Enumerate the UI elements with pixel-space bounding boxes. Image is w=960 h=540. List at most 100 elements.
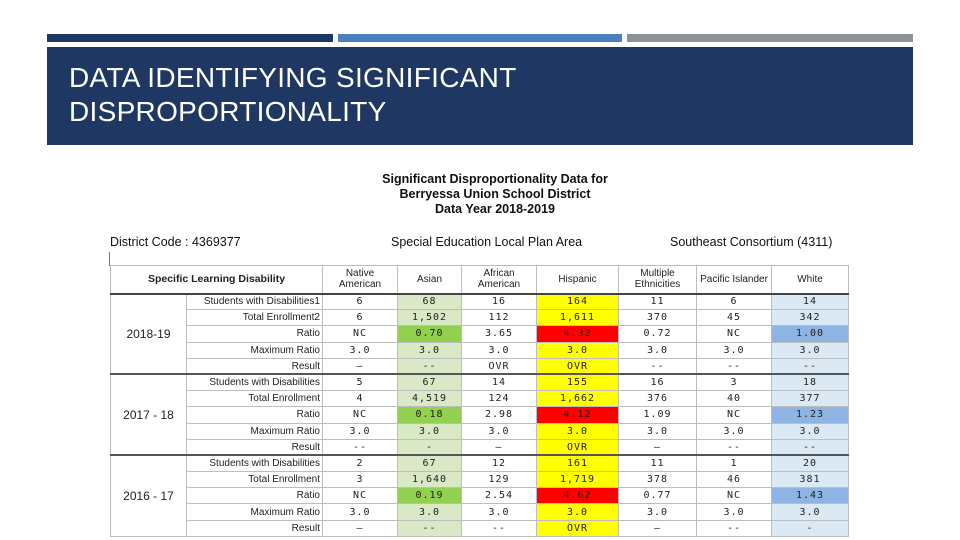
table-cell: 1,662: [536, 390, 619, 408]
metric-label: Result: [186, 357, 323, 375]
table-cell: --: [397, 519, 462, 537]
table-cell: OVR: [536, 519, 619, 537]
table-cell: 40: [696, 390, 772, 408]
table-row: 2017 - 18 Students with Disabilities 5 67 14…: [110, 373, 849, 456]
table-cell: 155: [536, 373, 619, 392]
table-cell: 3.0: [397, 422, 462, 440]
table-cell: 377: [771, 390, 849, 408]
table-cell: 381: [771, 471, 849, 489]
year-label: 2017 - 18: [110, 373, 187, 456]
report-title: Significant Disproportionality Data for …: [360, 172, 630, 217]
table-cell: 3.0: [536, 422, 619, 440]
metric-label: Students with Disabilities: [186, 454, 323, 473]
table-cell: 3.0: [322, 341, 398, 359]
column-header: Native American: [322, 265, 398, 295]
report-title-line2: Berryessa Union School District: [399, 187, 591, 201]
table-cell: -: [397, 438, 462, 456]
table-cell: –: [322, 357, 398, 375]
table-cell: 4.12: [536, 406, 619, 424]
table-cell: OVR: [536, 357, 619, 375]
table-cell: 342: [771, 309, 849, 327]
column-header: Pacific Islander: [696, 265, 772, 295]
table-cell: 3.0: [461, 503, 537, 521]
table-cell: 1,611: [536, 309, 619, 327]
selpa-label: Special Education Local Plan Area: [391, 235, 583, 249]
table-cell: 0.19: [397, 487, 462, 505]
table-cell: 11: [618, 454, 697, 473]
table-cell: NC: [696, 325, 772, 343]
table-cell: --: [618, 357, 697, 375]
table-cell: 1,640: [397, 471, 462, 489]
column-header: African American: [461, 265, 537, 295]
table-row: Maximum Ratio 3.0 3.0 3.0 3.0 3.0 3.0 3.0: [111, 503, 849, 521]
table-row: 2018-19 Students with Disabilities1 6 68 16 1…: [110, 292, 849, 375]
table-cell: 4.32: [536, 325, 619, 343]
table-cell: 3.0: [322, 422, 398, 440]
disproportionality-table: Specific Learning Disability Native Amer…: [110, 265, 849, 537]
table-cell: 3.0: [771, 422, 849, 440]
table-cell: 3.0: [696, 503, 772, 521]
table-cell: 11: [618, 292, 697, 311]
metric-label: Result: [186, 519, 323, 537]
table-row: Ratio NC 0.70 3.65 4.32 0.72 NC 1.00: [111, 325, 849, 343]
slide-title-line1: DATA IDENTIFYING SIGNIFICANT: [69, 62, 517, 93]
table-cell: 16: [461, 292, 537, 311]
table-cell: 12: [461, 454, 537, 473]
table-cell: 2.98: [461, 406, 537, 424]
district-code: District Code : 4369377: [110, 235, 241, 249]
table-cell: 1,502: [397, 309, 462, 327]
column-header: Hispanic: [536, 265, 619, 295]
table-cell: 1.43: [771, 487, 849, 505]
table-cell: -: [771, 519, 849, 537]
table-cell: --: [771, 438, 849, 456]
table-cell: NC: [696, 406, 772, 424]
accent-bar-gray: [627, 34, 913, 42]
table-corner-label: Specific Learning Disability: [110, 265, 323, 295]
year-label: 2016 - 17: [110, 454, 187, 537]
table-cell: NC: [696, 487, 772, 505]
metric-label: Students with Disabilities: [186, 373, 323, 392]
table-cell: 1: [696, 454, 772, 473]
table-cell: NC: [322, 325, 398, 343]
table-cell: 124: [461, 390, 537, 408]
divider: [109, 252, 110, 266]
metric-label: Maximum Ratio: [186, 503, 323, 521]
table-cell: 112: [461, 309, 537, 327]
table-cell: 164: [536, 292, 619, 311]
table-cell: 1,719: [536, 471, 619, 489]
table-cell: 0.72: [618, 325, 697, 343]
table-cell: --: [771, 357, 849, 375]
table-cell: --: [696, 357, 772, 375]
table-cell: 129: [461, 471, 537, 489]
table-cell: --: [397, 357, 462, 375]
table-cell: 3: [696, 373, 772, 392]
table-row: Result – -- -- OVR – -- -: [111, 519, 849, 537]
table-cell: 16: [618, 373, 697, 392]
metric-label: Total Enrollment: [186, 471, 323, 489]
table-cell: 376: [618, 390, 697, 408]
table-cell: --: [696, 438, 772, 456]
table-cell: 3.0: [397, 341, 462, 359]
table-cell: 6: [322, 309, 398, 327]
table-cell: 6: [322, 292, 398, 311]
table-row: Maximum Ratio 3.0 3.0 3.0 3.0 3.0 3.0 3.0: [111, 341, 849, 359]
table-cell: –: [322, 519, 398, 537]
column-header: Asian: [397, 265, 462, 295]
table-cell: --: [696, 519, 772, 537]
table-cell: 0.77: [618, 487, 697, 505]
table-cell: 0.18: [397, 406, 462, 424]
table-cell: 6: [696, 292, 772, 311]
table-cell: 3.65: [461, 325, 537, 343]
table-cell: 3.0: [696, 341, 772, 359]
table-row: Total Enrollment2 6 1,502 112 1,611 370 45 342: [111, 309, 849, 327]
table-cell: 3.0: [771, 341, 849, 359]
table-cell: --: [461, 519, 537, 537]
table-row: Total Enrollment 3 1,640 129 1,719 378 46 381: [111, 471, 849, 489]
table-cell: 3.0: [618, 341, 697, 359]
table-cell: 1.23: [771, 406, 849, 424]
table-cell: 67: [397, 454, 462, 473]
report-title-line3: Data Year 2018-2019: [434, 202, 555, 216]
table-cell: 14: [771, 292, 849, 311]
table-cell: 3.0: [618, 422, 697, 440]
consortium-label: Southeast Consortium (4311): [670, 235, 833, 249]
